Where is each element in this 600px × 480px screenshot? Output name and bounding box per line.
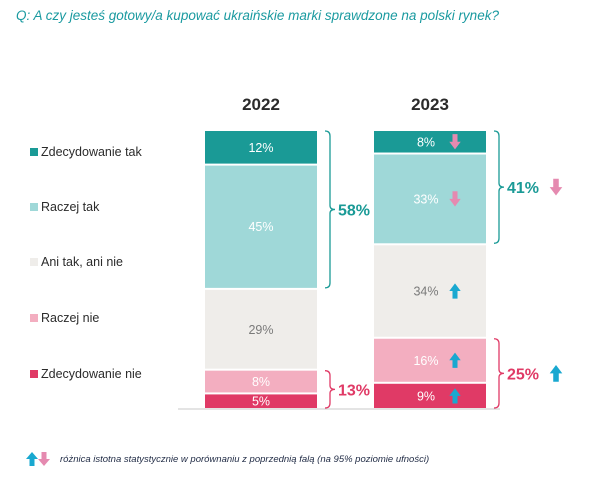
data-label-2023-0: 8% bbox=[417, 135, 435, 149]
bar-segment-2023-0 bbox=[374, 131, 486, 153]
legend-swatch-2 bbox=[30, 258, 38, 266]
data-label-2022-1: 45% bbox=[248, 220, 273, 234]
arrow-down-icon bbox=[449, 134, 461, 150]
bar-segment-2022-0 bbox=[205, 131, 317, 164]
data-label-2023-1: 33% bbox=[413, 192, 438, 206]
bracket-arrow-down-icon bbox=[549, 178, 563, 196]
bracket-label-0: 58% bbox=[338, 202, 370, 219]
legend-label-2: Ani tak, ani nie bbox=[41, 255, 123, 269]
category-label-2022: 2022 bbox=[242, 95, 280, 114]
bar-segment-2023-4 bbox=[374, 383, 486, 408]
arrow-up-icon bbox=[449, 283, 461, 299]
arrow-up-icon bbox=[26, 452, 38, 466]
bar-segment-2022-3 bbox=[205, 370, 317, 393]
data-label-2022-3: 8% bbox=[252, 375, 270, 389]
legend-label-4: Zdecydowanie nie bbox=[41, 367, 142, 381]
bracket-0 bbox=[324, 130, 336, 289]
bar-segment-2023-2 bbox=[374, 245, 486, 337]
bar-segment-2022-4 bbox=[205, 394, 317, 408]
legend-label-3: Raczej nie bbox=[41, 311, 99, 325]
bracket-label-2: 41% bbox=[507, 180, 539, 197]
legend-label-1: Raczej tak bbox=[41, 200, 100, 214]
legend-swatch-4 bbox=[30, 370, 38, 378]
legend-swatch-3 bbox=[30, 314, 38, 322]
arrow-up-icon bbox=[449, 352, 461, 368]
category-label-2023: 2023 bbox=[411, 95, 449, 114]
arrow-down-icon bbox=[449, 191, 461, 207]
data-label-2023-4: 9% bbox=[417, 389, 435, 403]
bracket-1 bbox=[324, 370, 336, 409]
bracket-2 bbox=[493, 130, 505, 244]
data-label-2022-4: 5% bbox=[252, 395, 270, 409]
data-label-2023-3: 16% bbox=[413, 354, 438, 368]
bracket-3 bbox=[493, 338, 505, 409]
footnote-arrows bbox=[26, 452, 50, 466]
footnote: różnica istotna statystycznie w porównan… bbox=[26, 452, 429, 466]
bar-segment-2023-1 bbox=[374, 154, 486, 244]
footnote-text: różnica istotna statystycznie w porównan… bbox=[60, 453, 430, 465]
arrow-up-icon bbox=[449, 388, 461, 404]
bar-segment-2023-3 bbox=[374, 338, 486, 382]
question-title: Q: A czy jesteś gotowy/a kupować ukraińs… bbox=[16, 8, 499, 23]
data-label-2022-0: 12% bbox=[248, 141, 273, 155]
arrow-down-icon bbox=[38, 452, 50, 466]
bracket-arrow-up-icon bbox=[549, 364, 563, 382]
bracket-label-1: 13% bbox=[338, 382, 370, 399]
legend-swatch-1 bbox=[30, 203, 38, 211]
bracket-label-3: 25% bbox=[507, 366, 539, 383]
data-label-2022-2: 29% bbox=[248, 323, 273, 337]
legend-label-0: Zdecydowanie tak bbox=[41, 145, 143, 159]
bar-segment-2022-1 bbox=[205, 165, 317, 288]
data-label-2023-2: 34% bbox=[413, 285, 438, 299]
bar-segment-2022-2 bbox=[205, 289, 317, 369]
legend-swatch-0 bbox=[30, 148, 38, 156]
